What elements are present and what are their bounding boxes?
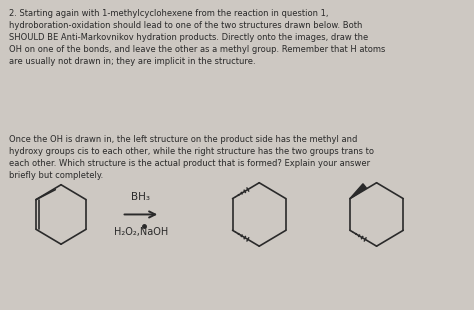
Text: Once the OH is drawn in, the left structure on the product side has the methyl a: Once the OH is drawn in, the left struct… — [9, 135, 374, 179]
Text: 2. Starting again with 1-methylcyclohexene from the reaction in question 1,
hydr: 2. Starting again with 1-methylcyclohexe… — [9, 9, 385, 65]
Text: H₂O₂,NaOH: H₂O₂,NaOH — [114, 227, 168, 237]
Polygon shape — [350, 184, 366, 199]
Text: BH₃: BH₃ — [131, 192, 150, 202]
